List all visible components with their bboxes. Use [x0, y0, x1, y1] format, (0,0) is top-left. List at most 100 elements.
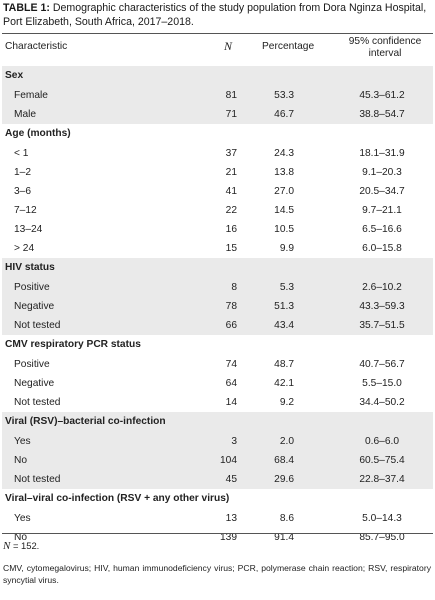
row-label: Yes: [14, 513, 31, 524]
table-row: No 139 91.4 85.7–95.0: [2, 528, 433, 547]
row-confidence-interval: 6.0–15.8: [362, 243, 402, 254]
row-confidence-interval: 60.5–75.4: [359, 455, 405, 466]
row-confidence-interval: 9.1–20.3: [362, 167, 402, 178]
row-confidence-interval: 85.7–95.0: [359, 532, 405, 543]
row-confidence-interval: 22.8–37.4: [359, 474, 405, 485]
row-n: 78: [225, 301, 237, 312]
row-n: 66: [225, 320, 237, 331]
row-percentage: 68.4: [274, 455, 294, 466]
section-label: Viral (RSV)–bacterial co-infection: [5, 416, 166, 427]
footnote-n-variable: N: [3, 540, 11, 552]
table-header: Characteristic N Percentage 95% confiden…: [2, 33, 433, 67]
row-confidence-interval: 45.3–61.2: [359, 90, 405, 101]
row-label: Not tested: [14, 320, 61, 331]
row-label: 13–24: [14, 224, 43, 235]
row-n: 41: [225, 186, 237, 197]
row-confidence-interval: 35.7–51.5: [359, 320, 405, 331]
row-label: > 24: [14, 243, 35, 254]
section-header-row: Viral–viral co-infection (RSV + any othe…: [2, 489, 433, 509]
row-percentage: 5.3: [279, 282, 294, 293]
header-n: N: [224, 39, 233, 53]
row-label: 7–12: [14, 205, 37, 216]
row-confidence-interval: 5.0–14.3: [362, 513, 402, 524]
row-percentage: 13.8: [274, 167, 294, 178]
row-label: Negative: [14, 301, 55, 312]
row-percentage: 53.3: [274, 90, 294, 101]
row-n: 22: [225, 205, 237, 216]
row-n: 13: [225, 513, 237, 524]
row-percentage: 2.0: [279, 436, 294, 447]
row-label: Negative: [14, 378, 55, 389]
header-percentage: Percentage: [262, 41, 315, 52]
row-n: 37: [225, 148, 237, 159]
table-row: Not tested 45 29.6 22.8–37.4: [2, 470, 433, 489]
row-percentage: 27.0: [274, 186, 294, 197]
row-percentage: 46.7: [274, 109, 294, 120]
row-percentage: 8.6: [279, 513, 294, 524]
row-percentage: 10.5: [274, 224, 294, 235]
table-row: < 1 37 24.3 18.1–31.9: [2, 144, 433, 163]
table-row: Female 81 53.3 45.3–61.2: [2, 86, 433, 105]
row-n: 16: [225, 224, 237, 235]
table-row: Yes 13 8.6 5.0–14.3: [2, 509, 433, 528]
row-confidence-interval: 0.6–6.0: [365, 436, 399, 447]
section-label: CMV respiratory PCR status: [5, 339, 141, 350]
row-confidence-interval: 18.1–31.9: [359, 148, 405, 159]
table-row: Male 71 46.7 38.8–54.7: [2, 105, 433, 124]
table-row: 13–24 16 10.5 6.5–16.6: [2, 220, 433, 239]
row-label: Positive: [14, 282, 50, 293]
header-confidence-interval: 95% confidence interval: [348, 36, 422, 59]
row-n: 139: [220, 532, 237, 543]
section-header-row: HIV status: [2, 258, 433, 278]
row-n: 71: [225, 109, 237, 120]
section-header-row: Sex: [2, 66, 433, 86]
table-caption: TABLE 1: Demographic characteristics of …: [3, 2, 431, 29]
row-label: Female: [14, 90, 48, 101]
row-percentage: 29.6: [274, 474, 294, 485]
row-label: 3–6: [14, 186, 31, 197]
row-percentage: 48.7: [274, 359, 294, 370]
table-row: Not tested 14 9.2 34.4–50.2: [2, 393, 433, 412]
section-label: HIV status: [5, 262, 55, 273]
table-row: Positive 8 5.3 2.6–10.2: [2, 278, 433, 297]
row-confidence-interval: 5.5–15.0: [362, 378, 402, 389]
table-row: Negative 64 42.1 5.5–15.0: [2, 374, 433, 393]
row-percentage: 91.4: [274, 532, 294, 543]
footnote-n-value: = 152.: [10, 540, 40, 551]
row-label: Positive: [14, 359, 50, 370]
footnote-abbreviations: CMV, cytomegalovirus; HIV, human immunod…: [3, 563, 431, 585]
row-label: No: [14, 532, 28, 543]
section-label: Viral–viral co-infection (RSV + any othe…: [5, 493, 230, 504]
row-label: Male: [14, 109, 37, 120]
row-confidence-interval: 34.4–50.2: [359, 397, 405, 408]
row-confidence-interval: 20.5–34.7: [359, 186, 405, 197]
table-row: Negative 78 51.3 43.3–59.3: [2, 297, 433, 316]
row-n: 3: [231, 436, 237, 447]
row-confidence-interval: 9.7–21.1: [362, 205, 402, 216]
row-label: 1–2: [14, 167, 31, 178]
row-n: 81: [225, 90, 237, 101]
row-percentage: 43.4: [274, 320, 294, 331]
row-label: < 1: [14, 148, 29, 159]
section-label: Age (months): [5, 128, 71, 139]
row-confidence-interval: 43.3–59.3: [359, 301, 405, 312]
row-label: No: [14, 455, 28, 466]
row-percentage: 42.1: [274, 378, 294, 389]
row-label: Yes: [14, 436, 31, 447]
row-label: Not tested: [14, 397, 61, 408]
caption-text: Demographic characteristics of the study…: [3, 2, 427, 28]
section-header-row: Age (months): [2, 124, 433, 144]
table-row: > 24 15 9.9 6.0–15.8: [2, 239, 433, 258]
table-row: 7–12 22 14.5 9.7–21.1: [2, 201, 433, 220]
caption-label: TABLE 1:: [3, 2, 50, 14]
row-confidence-interval: 2.6–10.2: [362, 282, 402, 293]
table-row: No 104 68.4 60.5–75.4: [2, 451, 433, 470]
table-row: 3–6 41 27.0 20.5–34.7: [2, 182, 433, 201]
row-n: 64: [225, 378, 237, 389]
row-percentage: 9.9: [279, 243, 294, 254]
table-row: Yes 3 2.0 0.6–6.0: [2, 432, 433, 451]
row-label: Not tested: [14, 474, 61, 485]
row-confidence-interval: 40.7–56.7: [359, 359, 405, 370]
table-row: 1–2 21 13.8 9.1–20.3: [2, 163, 433, 182]
